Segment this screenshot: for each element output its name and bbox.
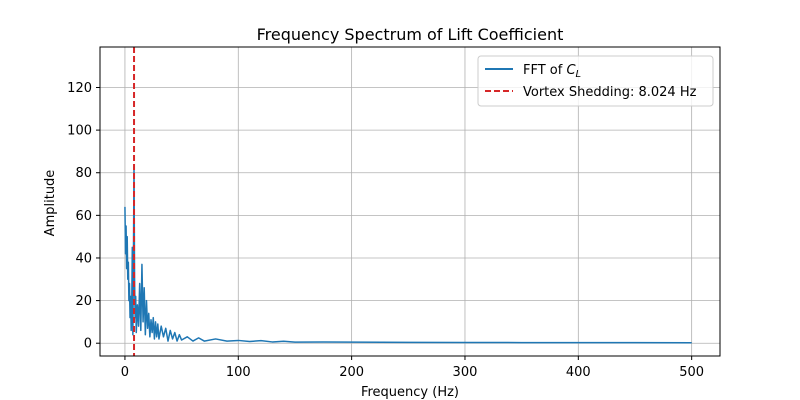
x-tick-label: 0 [121,365,129,380]
legend-box [477,55,714,107]
y-tick-label: 0 [84,337,92,352]
x-tick-label: 100 [226,365,251,380]
axes-frame [99,46,721,357]
plot-area [124,47,692,356]
y-tick-label: 80 [75,166,92,181]
y-tick-label: 60 [75,209,92,224]
y-tick-label: 20 [75,294,92,309]
chart-title: Frequency Spectrum of Lift Coefficient [257,25,564,44]
legend-vortex-label: Vortex Shedding: 8.024 Hz [523,85,697,100]
ticks: 0 100 200 300 400 500 0 20 40 60 80 100 120 [67,81,704,380]
x-tick-label: 500 [679,365,704,380]
x-tick-label: 200 [339,365,364,380]
y-axis-title: Amplitude [43,170,58,237]
y-tick-label: 120 [67,81,92,96]
x-tick-label: 400 [566,365,591,380]
fft-series-line [124,165,692,344]
x-axis-title: Frequency (Hz) [361,385,459,400]
legend-fft-label: FFT of CL [523,63,581,80]
x-tick-label: 300 [453,365,478,380]
axes [99,46,721,357]
y-tick-label: 40 [75,251,92,266]
legend: FFT of CL Vortex Shedding: 8.024 Hz [477,55,714,107]
y-tick-label: 100 [67,124,92,139]
